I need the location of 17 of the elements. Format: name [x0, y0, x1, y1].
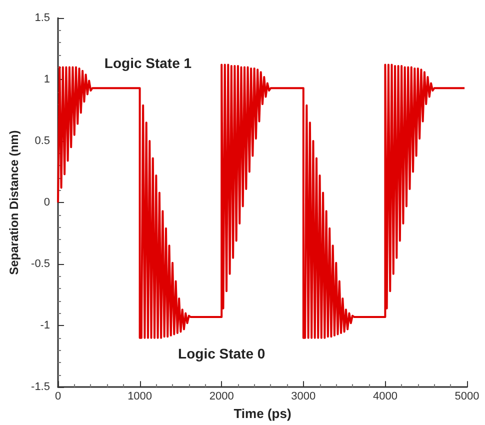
y-tick-label: -1 — [40, 320, 50, 332]
annotation: Logic State 0 — [178, 346, 266, 362]
y-tick-label: 1.5 — [34, 12, 50, 24]
y-tick-label: 0.5 — [34, 135, 50, 148]
y-tick-label: 0 — [44, 196, 50, 209]
y-tick-label: -1.5 — [31, 381, 50, 394]
annotation: Logic State 1 — [104, 54, 192, 71]
y-axis-title: Separation Distance (nm) — [7, 130, 22, 275]
x-tick-label: 1000 — [128, 390, 152, 403]
y-tick-label: -0.5 — [31, 258, 50, 270]
x-tick-label: 2000 — [209, 390, 234, 403]
x-tick-label: 4000 — [372, 390, 398, 403]
x-tick-label: 0 — [54, 390, 62, 403]
x-tick-label: 5000 — [454, 390, 480, 403]
x-tick-label: 3000 — [291, 390, 316, 403]
x-axis-title: Time (ps) — [234, 406, 292, 421]
y-tick-label: 1 — [44, 74, 50, 86]
